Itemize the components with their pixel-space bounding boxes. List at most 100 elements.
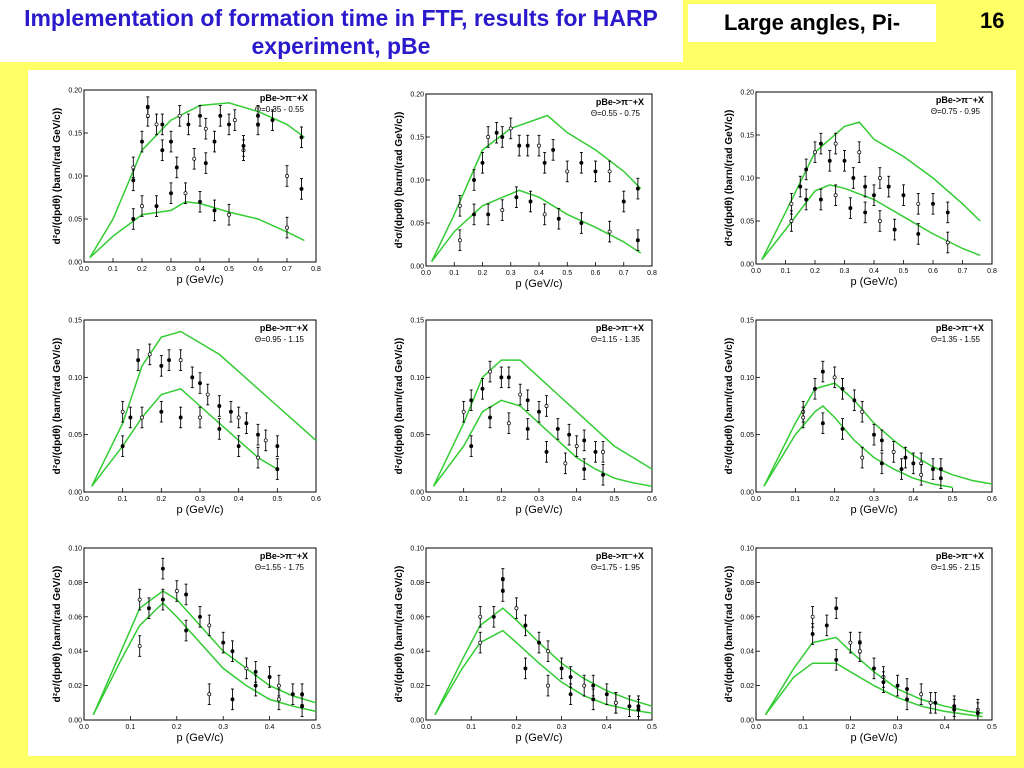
x-tick-label: 0.3 xyxy=(166,266,176,273)
model-curve-lower xyxy=(434,629,653,716)
x-tick-label: 0.1 xyxy=(459,496,469,503)
data-point xyxy=(833,141,838,146)
data-point xyxy=(551,147,556,152)
data-point xyxy=(916,201,921,206)
y-tick-label: 0.10 xyxy=(410,546,424,553)
data-point xyxy=(591,683,596,688)
data-point xyxy=(556,216,561,221)
data-point xyxy=(500,577,505,581)
data-point xyxy=(901,193,906,198)
angle-range-label: Θ=1.35 - 1.55 xyxy=(931,335,981,344)
data-point xyxy=(621,199,626,204)
x-tick-label: 0.4 xyxy=(572,496,582,503)
data-point xyxy=(863,210,868,215)
data-point xyxy=(128,415,133,420)
data-point xyxy=(217,404,222,408)
chart-panel-8: 0.0 0.1 0.2 0.3 0.4 0.5 0.00 0.02 0.04 0.06 0.08 0.… xyxy=(394,546,657,745)
data-point xyxy=(911,461,916,466)
data-point xyxy=(604,692,609,697)
data-point xyxy=(852,398,857,403)
x-tick-label: 0.6 xyxy=(928,268,938,275)
x-tick-label: 0.0 xyxy=(751,724,761,731)
plot-frame xyxy=(755,91,993,265)
data-point xyxy=(872,666,876,671)
data-point xyxy=(299,135,304,140)
x-tick-label: 0.2 xyxy=(512,724,522,731)
data-point xyxy=(582,683,587,688)
data-point xyxy=(613,700,618,705)
data-point xyxy=(848,640,853,645)
data-point xyxy=(221,640,226,645)
model-curve-lower xyxy=(763,405,953,489)
x-tick-label: 0.2 xyxy=(172,724,182,731)
model-curve-lower xyxy=(91,387,278,487)
data-point xyxy=(537,409,541,414)
x-tick-label: 0.6 xyxy=(311,496,321,503)
data-point xyxy=(931,201,935,206)
subtitle: Large angles, Pi- xyxy=(723,10,901,35)
data-point xyxy=(506,375,511,380)
y-axis-label: d²σ/(dpdθ) (barn/(rad GeV/c)) xyxy=(394,338,405,475)
y-tick-label: 0.05 xyxy=(740,432,754,439)
y-tick-label: 0.20 xyxy=(740,90,754,97)
data-point xyxy=(192,156,197,161)
data-point xyxy=(203,161,208,166)
data-point xyxy=(789,219,794,223)
model-curve-lower xyxy=(431,189,642,263)
data-point xyxy=(879,461,884,466)
reaction-label: pBe->π⁻+X xyxy=(936,95,984,105)
plots-area: 0.0 0.1 0.2 0.3 0.4 0.5 0.6 0.7 0.8 0.00 0.05 0.10 0… xyxy=(28,70,1016,756)
x-tick-label: 0.5 xyxy=(899,268,909,275)
y-tick-label: 0.00 xyxy=(740,262,754,269)
data-point xyxy=(877,176,882,180)
data-point xyxy=(872,193,876,198)
data-point xyxy=(952,707,957,712)
x-tick-label: 0.0 xyxy=(79,724,89,731)
x-tick-label: 0.0 xyxy=(79,496,89,503)
data-point xyxy=(574,444,579,449)
data-point xyxy=(916,231,921,236)
chart-panel-5: 0.0 0.1 0.2 0.3 0.4 0.5 0.6 0.00 0.05 0.10 0.15 p (… xyxy=(394,318,657,517)
angle-range-label: Θ=1.95 - 2.15 xyxy=(931,563,981,572)
data-point xyxy=(480,386,485,391)
y-tick-label: 0.04 xyxy=(68,649,82,656)
data-point xyxy=(820,369,825,374)
angle-range-label: Θ=0.55 - 0.75 xyxy=(591,109,641,118)
data-point xyxy=(285,225,289,230)
x-tick-label: 0.4 xyxy=(602,724,612,731)
data-point xyxy=(236,415,241,420)
data-point xyxy=(899,467,904,472)
angle-range-label: Θ=1.55 - 1.75 xyxy=(255,563,305,572)
data-point xyxy=(544,404,549,408)
y-tick-label: 0.00 xyxy=(68,490,82,497)
x-tick-label: 0.7 xyxy=(958,268,968,275)
x-tick-label: 0.6 xyxy=(647,496,657,503)
x-tick-label: 0.7 xyxy=(282,266,292,273)
data-point xyxy=(256,455,260,460)
x-axis-label: p (GeV/c) xyxy=(515,504,562,516)
y-tick-label: 0.15 xyxy=(410,135,424,142)
data-point xyxy=(840,386,845,391)
x-tick-label: 0.3 xyxy=(893,724,903,731)
y-tick-label: 0.10 xyxy=(740,176,754,183)
x-tick-label: 0.1 xyxy=(126,724,136,731)
data-point xyxy=(140,415,144,420)
y-axis-label: d²σ/(dpdθ) (barn/(rad GeV/c)) xyxy=(394,112,405,249)
reaction-label: pBe->π⁻+X xyxy=(936,323,984,333)
data-point xyxy=(198,381,202,386)
x-tick-label: 0.3 xyxy=(195,496,205,503)
x-tick-label: 0.4 xyxy=(534,270,544,277)
x-axis-label: p (GeV/c) xyxy=(176,732,223,744)
plot-frame xyxy=(755,547,993,721)
data-point xyxy=(593,449,598,454)
y-tick-label: 0.00 xyxy=(740,490,754,497)
data-point xyxy=(236,444,241,449)
data-point xyxy=(832,375,837,380)
data-point xyxy=(528,199,533,204)
data-point xyxy=(120,444,125,449)
data-point xyxy=(131,178,136,183)
data-point xyxy=(945,210,950,215)
plot-frame xyxy=(83,547,317,721)
data-point xyxy=(227,212,231,217)
y-tick-label: 0.15 xyxy=(68,131,82,138)
